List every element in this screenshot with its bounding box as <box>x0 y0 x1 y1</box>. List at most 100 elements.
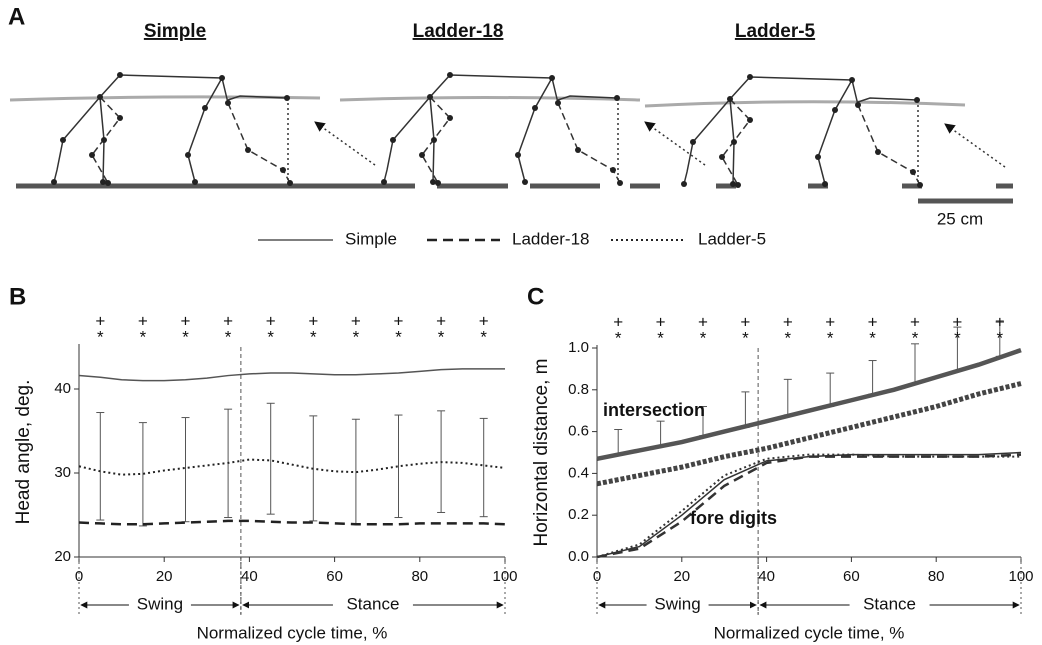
y-axis-title: Head angle, deg. <box>13 380 34 525</box>
joint <box>105 180 111 186</box>
limb <box>314 121 376 166</box>
significance-plus: + <box>308 311 318 330</box>
limb <box>383 74 559 183</box>
phase-label: Swing <box>137 594 183 613</box>
y-axis-title: Horizontal distance, m <box>531 359 552 547</box>
joint <box>735 182 741 188</box>
scene-title: Ladder-5 <box>735 21 816 42</box>
limb <box>857 104 921 186</box>
significance-plus: + <box>351 311 361 330</box>
joint <box>549 75 555 81</box>
head-level <box>644 100 966 108</box>
joint <box>727 96 733 102</box>
phase-label-bg <box>849 595 930 615</box>
x-axis-title: Normalized cycle time, % <box>197 623 388 642</box>
limb <box>817 79 853 185</box>
significance-plus: + <box>952 312 962 331</box>
panel-label: C <box>527 283 544 310</box>
joint <box>225 100 231 106</box>
joint <box>97 94 103 100</box>
joint <box>747 74 753 80</box>
significance-plus: + <box>995 312 1005 331</box>
joint <box>202 105 208 111</box>
x-tick-label: 40 <box>758 568 775 585</box>
joint <box>617 180 623 186</box>
joint <box>431 137 437 143</box>
y-tick-label: 40 <box>54 380 71 397</box>
phase-label: Stance <box>863 594 916 613</box>
joint <box>914 97 920 103</box>
significance-plus: + <box>181 311 191 330</box>
phase-label: Stance <box>346 594 399 613</box>
limb <box>557 102 621 184</box>
y-tick-label: 0.8 <box>568 381 589 398</box>
joint <box>730 181 736 187</box>
head-level <box>339 96 641 102</box>
significance-star: * <box>310 327 317 346</box>
limb <box>683 76 859 185</box>
significance-star: * <box>657 328 664 347</box>
x-tick-label: 20 <box>156 568 173 585</box>
significance-star: * <box>438 327 445 346</box>
x-tick-label: 20 <box>673 568 690 585</box>
joint <box>832 107 838 113</box>
significance-plus: + <box>266 311 276 330</box>
significance-plus: + <box>613 312 623 331</box>
joint <box>100 179 106 185</box>
joint <box>731 139 737 145</box>
joint <box>51 179 57 185</box>
limb <box>91 96 121 184</box>
joint <box>287 180 293 186</box>
annotation: intersection <box>603 400 705 420</box>
limb <box>421 96 451 184</box>
series-line <box>78 368 505 382</box>
series-line <box>596 451 1022 558</box>
x-tick-label: 0 <box>593 568 601 585</box>
series-line <box>596 381 1022 487</box>
joint <box>245 147 251 153</box>
significance-star: * <box>225 327 232 346</box>
panel-label: A <box>8 3 25 30</box>
y-tick-label: 0.4 <box>568 464 589 481</box>
joint <box>515 152 521 158</box>
joint <box>849 77 855 83</box>
x-tick-label: 80 <box>411 568 428 585</box>
joint <box>427 94 433 100</box>
significance-star: * <box>784 328 791 347</box>
series-line <box>596 453 1021 558</box>
y-tick-label: 0.2 <box>568 506 589 523</box>
joint <box>284 95 290 101</box>
significance-star: * <box>700 328 707 347</box>
significance-star: * <box>267 327 274 346</box>
y-tick-label: 30 <box>54 464 71 481</box>
joint <box>447 115 453 121</box>
x-tick-label: 60 <box>843 568 860 585</box>
significance-plus: + <box>783 312 793 331</box>
significance-plus: + <box>868 312 878 331</box>
series-line <box>78 519 506 526</box>
phase-label-bg <box>332 595 413 615</box>
x-tick-label: 40 <box>241 568 258 585</box>
significance-star: * <box>480 327 487 346</box>
joint <box>435 180 441 186</box>
significance-star: * <box>395 327 402 346</box>
joint <box>280 167 286 173</box>
significance-star: * <box>827 328 834 347</box>
joint <box>522 179 528 185</box>
joint <box>614 95 620 101</box>
limb <box>857 97 918 103</box>
series-line <box>596 347 1022 461</box>
significance-star: * <box>912 328 919 347</box>
significance-plus: + <box>479 311 489 330</box>
joint <box>101 137 107 143</box>
panel-label: B <box>9 283 26 310</box>
significance-star: * <box>140 327 147 346</box>
scene-title: Simple <box>144 21 206 42</box>
legend-label: Ladder-18 <box>512 229 590 248</box>
limb <box>721 98 751 186</box>
joint <box>381 179 387 185</box>
significance-plus: + <box>825 312 835 331</box>
joint <box>690 139 696 145</box>
joint <box>192 179 198 185</box>
joint <box>575 147 581 153</box>
